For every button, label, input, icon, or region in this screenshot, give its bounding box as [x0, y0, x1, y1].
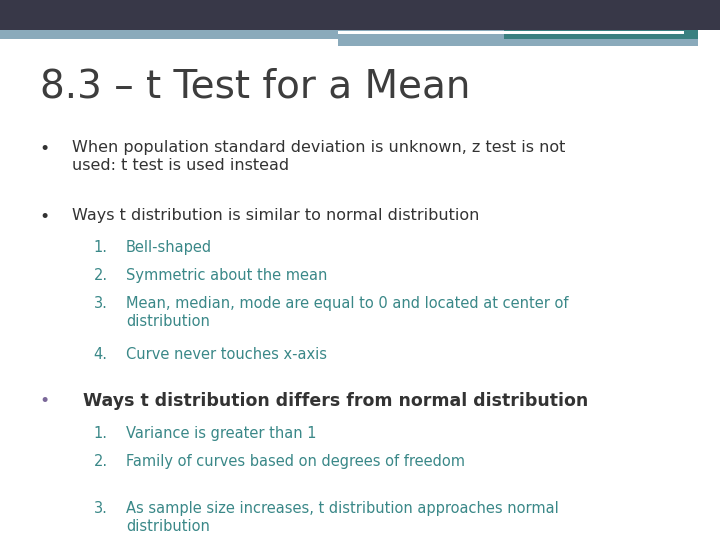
Text: Mean, median, mode are equal to 0 and located at center of
distribution: Mean, median, mode are equal to 0 and lo… [126, 296, 569, 329]
Text: 1.: 1. [94, 426, 107, 441]
Text: Variance is greater than 1: Variance is greater than 1 [126, 426, 317, 441]
Text: Bell-shaped: Bell-shaped [126, 240, 212, 255]
Text: Symmetric about the mean: Symmetric about the mean [126, 268, 328, 284]
Text: 4.: 4. [94, 347, 107, 362]
Text: 8.3 – t Test for a Mean: 8.3 – t Test for a Mean [40, 68, 470, 105]
Text: 2.: 2. [94, 454, 108, 469]
Text: •: • [40, 392, 50, 409]
Text: Ways t distribution differs from normal distribution: Ways t distribution differs from normal … [83, 392, 588, 409]
Text: Ways t distribution is similar to normal distribution: Ways t distribution is similar to normal… [72, 208, 480, 223]
Text: Curve never touches x-axis: Curve never touches x-axis [126, 347, 327, 362]
Text: •: • [40, 208, 50, 226]
Text: 1.: 1. [94, 240, 107, 255]
Text: 3.: 3. [94, 501, 107, 516]
Text: Family of curves based on degrees of freedom: Family of curves based on degrees of fre… [126, 454, 465, 469]
Text: As sample size increases, t distribution approaches normal
distribution: As sample size increases, t distribution… [126, 501, 559, 534]
Text: 3.: 3. [94, 296, 107, 312]
Text: When population standard deviation is unknown, z test is not
used: t test is use: When population standard deviation is un… [72, 140, 565, 173]
Text: •: • [40, 140, 50, 158]
Text: 2.: 2. [94, 268, 108, 284]
